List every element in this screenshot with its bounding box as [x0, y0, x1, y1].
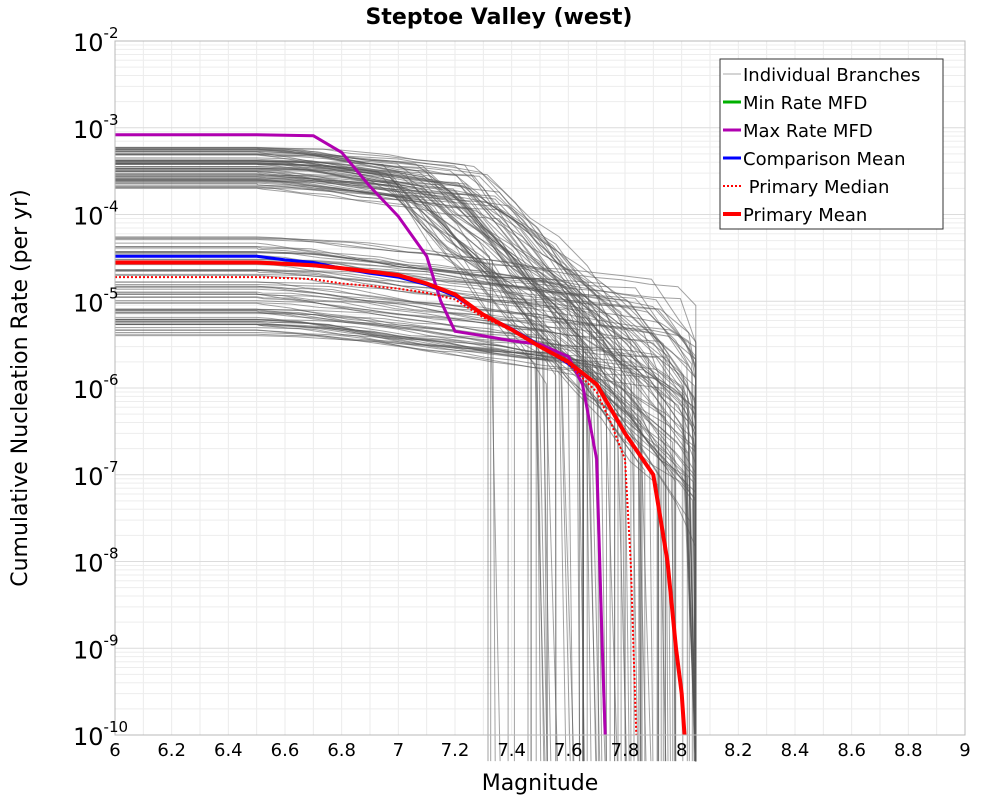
- branch-line: [115, 319, 660, 762]
- branch-line: [115, 176, 496, 762]
- branch-line: [115, 329, 697, 762]
- branch-line: [115, 251, 697, 762]
- branch-line: [115, 293, 697, 762]
- x-tick-label: 8.4: [781, 740, 810, 761]
- branch-line: [115, 310, 697, 762]
- y-tick-label: 10-10: [73, 718, 128, 751]
- branch-line: [115, 335, 693, 762]
- branch-line: [115, 253, 697, 762]
- x-tick-label: 8: [676, 740, 687, 761]
- x-tick-label: 7.8: [611, 740, 640, 761]
- y-tick-label: 10-5: [73, 284, 119, 317]
- y-tick-label: 10-6: [73, 371, 119, 404]
- x-tick-label: 7.4: [497, 740, 526, 761]
- branch-line: [115, 291, 697, 762]
- plot-frame: [114, 40, 966, 736]
- x-tick-label: 6.2: [157, 740, 186, 761]
- x-tick-label: 7: [393, 740, 404, 761]
- branch-line: [115, 238, 697, 762]
- branch-line: [115, 187, 558, 762]
- branch-line: [115, 312, 697, 762]
- legend-label: Comparison Mean: [743, 149, 906, 170]
- branch-line: [115, 323, 697, 762]
- y-tick-label: 10-7: [73, 458, 119, 491]
- branch-line: [115, 285, 696, 762]
- x-axis-label: Magnitude: [482, 771, 599, 796]
- x-tick-label: 8.2: [724, 740, 753, 761]
- branch-line: [115, 292, 697, 762]
- branch-line: [115, 242, 697, 762]
- x-tick-labels: 6 6.2 6.4 6.6 6.8 7 7.2 7.4 7.6 7.8 8 8.2 8.4 8.6 8.8 9: [109, 740, 970, 761]
- branch-line: [115, 153, 585, 762]
- legend-label: Primary Median: [743, 177, 889, 198]
- branch-line: [115, 296, 688, 762]
- branch-line: [115, 323, 697, 762]
- branch-line: [115, 160, 647, 762]
- series-max-rate-mfd: [115, 133, 607, 736]
- individual-branches: [115, 146, 697, 762]
- branch-line: [115, 178, 606, 762]
- branch-line: [115, 168, 597, 762]
- branch-line: [115, 246, 697, 762]
- legend: Individual Branches Min Rate MFD Max Rate …: [719, 58, 944, 230]
- x-tick-label: 8.6: [837, 740, 866, 761]
- legend-label: Individual Branches: [743, 65, 920, 86]
- y-tick-label: 10-4: [73, 198, 119, 231]
- branch-line: [115, 333, 697, 762]
- branch-line: [115, 297, 697, 762]
- y-tick-label: 10-9: [73, 631, 119, 664]
- branch-line: [115, 312, 677, 762]
- x-tick-label: 6.6: [271, 740, 300, 761]
- branch-line: [115, 186, 584, 762]
- y-axis-label: Cumulative Nucleation Rate (per yr): [8, 189, 33, 587]
- x-tick-label: 6.8: [327, 740, 356, 761]
- branch-line: [115, 147, 659, 762]
- branch-line: [115, 258, 697, 762]
- y-tick-labels: 10-2 10-3 10-4 10-5 10-6 10-7 10-8 10-9 10-10: [73, 24, 128, 751]
- series-primary-mean: [115, 260, 687, 736]
- branch-line: [115, 182, 584, 762]
- branch-line: [115, 293, 697, 762]
- series-lines: [115, 133, 687, 736]
- branch-line: [115, 179, 632, 762]
- branch-line: [115, 323, 697, 762]
- branch-line: [115, 281, 697, 762]
- branch-line: [115, 288, 697, 762]
- x-tick-label: 7.6: [554, 740, 583, 761]
- legend-label: Primary Mean: [743, 205, 867, 226]
- branch-line: [115, 160, 492, 762]
- x-tick-label: 7.2: [441, 740, 470, 761]
- chart-title: Steptoe Valley (west): [366, 5, 633, 30]
- x-tick-label: 8.8: [894, 740, 923, 761]
- x-tick-label: 9: [959, 740, 970, 761]
- legend-label: Max Rate MFD: [743, 121, 873, 142]
- branch-line: [115, 270, 697, 762]
- branch-line: [115, 180, 546, 762]
- y-tick-label: 10-8: [73, 545, 119, 578]
- branch-line: [115, 308, 697, 762]
- legend-label: Min Rate MFD: [743, 93, 867, 114]
- branch-line: [115, 152, 654, 762]
- y-tick-label: 10-3: [73, 111, 119, 144]
- y-tick-label: 10-2: [73, 24, 119, 57]
- branch-line: [115, 238, 697, 762]
- branch-line: [115, 167, 532, 762]
- branch-line: [115, 246, 697, 762]
- branch-line: [115, 170, 542, 762]
- x-tick-label: 6.4: [214, 740, 243, 761]
- branch-line: [115, 324, 697, 762]
- branch-line: [115, 269, 697, 762]
- legend-box: [719, 58, 944, 230]
- x-tick-label: 6: [109, 740, 120, 761]
